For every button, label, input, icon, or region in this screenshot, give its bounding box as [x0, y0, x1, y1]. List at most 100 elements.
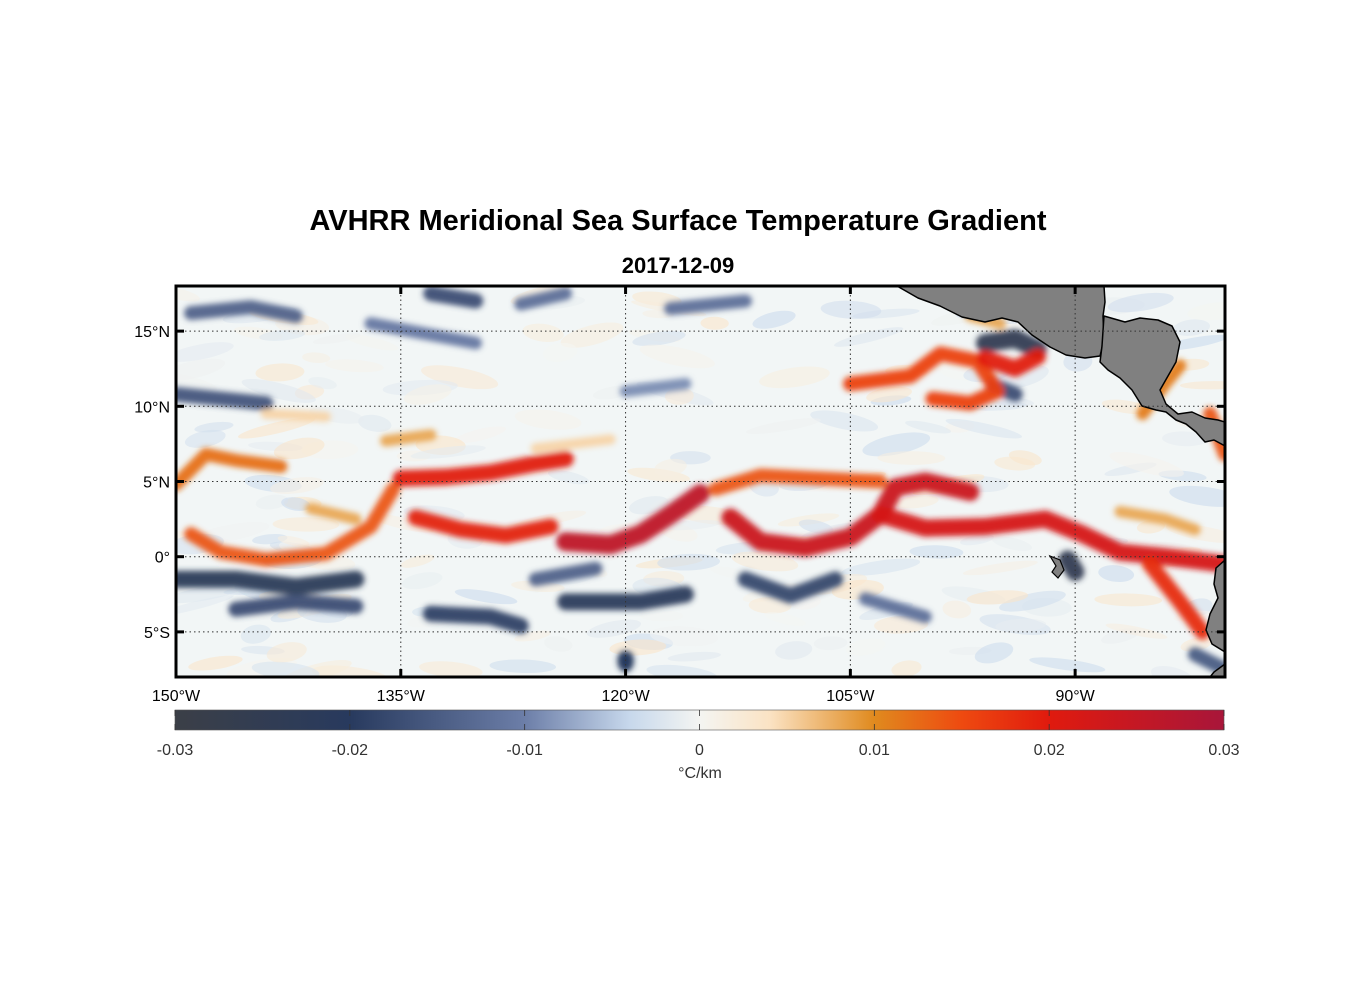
texture-blotch	[995, 365, 1049, 389]
texture-blotch	[966, 590, 1029, 605]
negative-front-6	[737, 571, 844, 604]
positive-front-6	[380, 429, 437, 447]
latitude-labels: 15°N 10°N 5°N 0° 5°S	[134, 324, 170, 642]
lat-tick-label: 0°	[155, 550, 170, 567]
positive-front-1	[176, 447, 288, 491]
lon-tick-label: 90°W	[1055, 688, 1095, 705]
positive-front-13	[977, 348, 1046, 377]
texture-blotch	[960, 534, 994, 546]
texture-blotch	[560, 322, 624, 348]
colorbar-tick-label: 0.02	[1034, 742, 1065, 759]
texture-blotch	[403, 384, 452, 405]
texture-blotch	[748, 597, 792, 614]
texture-blotch	[1169, 485, 1225, 507]
negative-front-14	[664, 294, 752, 316]
texture-blotch	[810, 410, 879, 432]
axis-ticks	[174, 286, 1225, 677]
texture-blotch	[308, 376, 337, 390]
texture-blotch	[312, 333, 361, 345]
texture-blotch	[240, 624, 272, 644]
texture-blotch	[752, 310, 796, 329]
texture-blotch	[894, 495, 939, 509]
land-central-america	[1099, 315, 1225, 447]
texture-blotch	[586, 619, 642, 638]
negative-front-10	[364, 317, 482, 350]
graticule	[176, 286, 1225, 677]
texture-blotch	[820, 300, 882, 319]
texture-blotch	[995, 618, 1047, 633]
negative-front-blob-8	[617, 651, 634, 672]
texture-blotch	[1094, 593, 1163, 607]
texture-blotch	[176, 584, 243, 604]
texture-blotch	[255, 494, 289, 510]
texture-blotch	[259, 329, 306, 341]
texture-blotch	[270, 477, 324, 494]
texture-blotch	[489, 659, 557, 674]
texture-blotch	[251, 661, 320, 677]
texture-blotch	[974, 642, 1014, 664]
positive-front-10	[871, 506, 1225, 573]
lon-tick-label: 135°W	[377, 688, 426, 705]
texture-blotch	[992, 536, 1033, 551]
lat-tick-label: 15°N	[134, 324, 170, 341]
lat-tick-label: 10°N	[134, 399, 170, 416]
texture-blotch	[764, 612, 806, 626]
texture-blotch	[759, 366, 830, 389]
colorbar-tick-label: -0.03	[157, 742, 194, 759]
colorbar-tick-label: -0.01	[506, 742, 543, 759]
texture-blotch	[775, 641, 813, 660]
land-south-america-south	[1209, 663, 1225, 677]
texture-blotch	[639, 610, 684, 622]
texture-blotch	[369, 513, 434, 533]
texture-blotch	[1109, 451, 1184, 477]
texture-blotch	[176, 371, 218, 391]
texture-blotch	[176, 287, 200, 302]
texture-blotch	[400, 554, 435, 568]
texture-blotch	[994, 456, 1036, 471]
negative-front-18	[1058, 550, 1085, 581]
texture-blotch	[1180, 637, 1212, 652]
positive-front-4	[392, 450, 574, 487]
negative-front-16	[975, 329, 1047, 359]
texture-blotch	[999, 590, 1066, 612]
texture-blotch	[281, 497, 311, 511]
texture-blotch	[277, 535, 310, 547]
texture-blotch	[401, 572, 443, 590]
longitude-labels: 150°W 135°W 120°W 105°W 90°W	[152, 688, 1096, 705]
negative-front-7	[858, 592, 932, 624]
negative-front-2	[228, 594, 364, 617]
texture-blotch	[237, 417, 316, 439]
colorbar: -0.03 -0.02 -0.01 0 0.01 0.02 0.03 °C/km	[157, 709, 1240, 782]
negative-front-1	[176, 570, 365, 596]
map-plot-area	[176, 286, 1225, 677]
texture-blotch	[255, 363, 305, 382]
texture-blotch	[1162, 431, 1208, 447]
texture-blotch	[345, 334, 399, 351]
texture-blotch	[194, 421, 234, 433]
colorbar-tick-label: 0	[695, 742, 704, 759]
texture-blotch	[547, 470, 590, 485]
texture-blotch	[522, 323, 564, 342]
texture-blotch	[813, 636, 848, 651]
texture-blotch	[514, 630, 551, 642]
texture-blotch	[358, 414, 392, 432]
texture-blotch	[841, 558, 921, 576]
texture-blotch	[184, 429, 226, 448]
texture-blotch	[1107, 292, 1174, 313]
texture-blotch	[514, 409, 582, 430]
texture-blotch	[632, 330, 686, 347]
texture-blotch	[942, 600, 972, 619]
texture-blotch	[667, 651, 721, 662]
texture-blotch	[273, 437, 325, 460]
texture-blotch	[700, 316, 729, 330]
positive-front-17	[1114, 505, 1201, 536]
negative-front-3	[422, 605, 529, 634]
texture-blotch	[176, 342, 234, 362]
negative-front-11	[176, 386, 274, 411]
positive-front-18	[260, 408, 331, 422]
texture-blotch	[421, 365, 499, 390]
texture-blotch	[1173, 319, 1211, 336]
positive-front-5	[407, 509, 559, 544]
texture-blotch	[665, 387, 694, 405]
